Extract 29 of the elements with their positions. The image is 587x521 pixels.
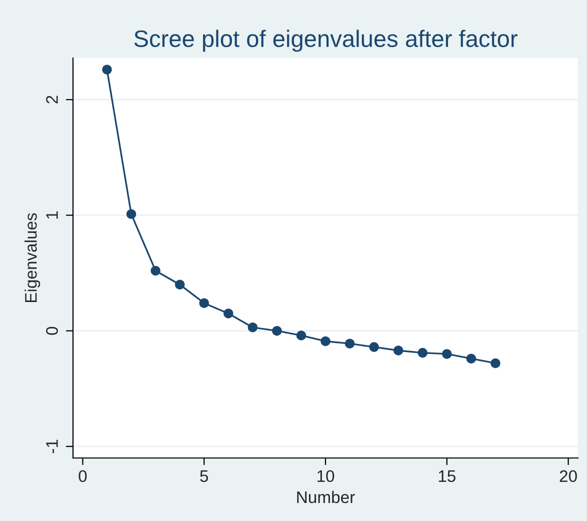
point bbox=[369, 342, 379, 352]
point bbox=[418, 348, 428, 358]
point bbox=[393, 346, 404, 356]
point bbox=[150, 266, 160, 276]
x-tick-label: 5 bbox=[200, 470, 208, 482]
x-axis-title: Number bbox=[297, 490, 355, 504]
y-tick-label: 0 bbox=[46, 326, 58, 335]
point bbox=[102, 64, 112, 74]
point bbox=[224, 308, 234, 318]
x-tick-label: 20 bbox=[560, 470, 577, 482]
point bbox=[320, 336, 330, 346]
point bbox=[272, 326, 282, 336]
y-tick-label: 2 bbox=[46, 96, 58, 104]
chart-title: Scree plot of eigenvalues after factor bbox=[134, 30, 518, 52]
x-tick-label: 10 bbox=[318, 470, 334, 482]
point bbox=[296, 330, 306, 340]
point bbox=[466, 354, 476, 364]
point bbox=[248, 322, 258, 332]
x-tick-label: 0 bbox=[78, 470, 87, 482]
point bbox=[344, 338, 355, 348]
y-axis-title: Eigenvalues bbox=[24, 213, 40, 302]
point bbox=[126, 209, 136, 219]
y-tick-label: -1 bbox=[46, 440, 58, 454]
x-tick-label: 15 bbox=[438, 470, 456, 482]
y-tick-label: 1 bbox=[46, 211, 58, 219]
point bbox=[199, 298, 209, 308]
point bbox=[174, 280, 185, 290]
point bbox=[442, 349, 452, 359]
point bbox=[490, 358, 500, 368]
